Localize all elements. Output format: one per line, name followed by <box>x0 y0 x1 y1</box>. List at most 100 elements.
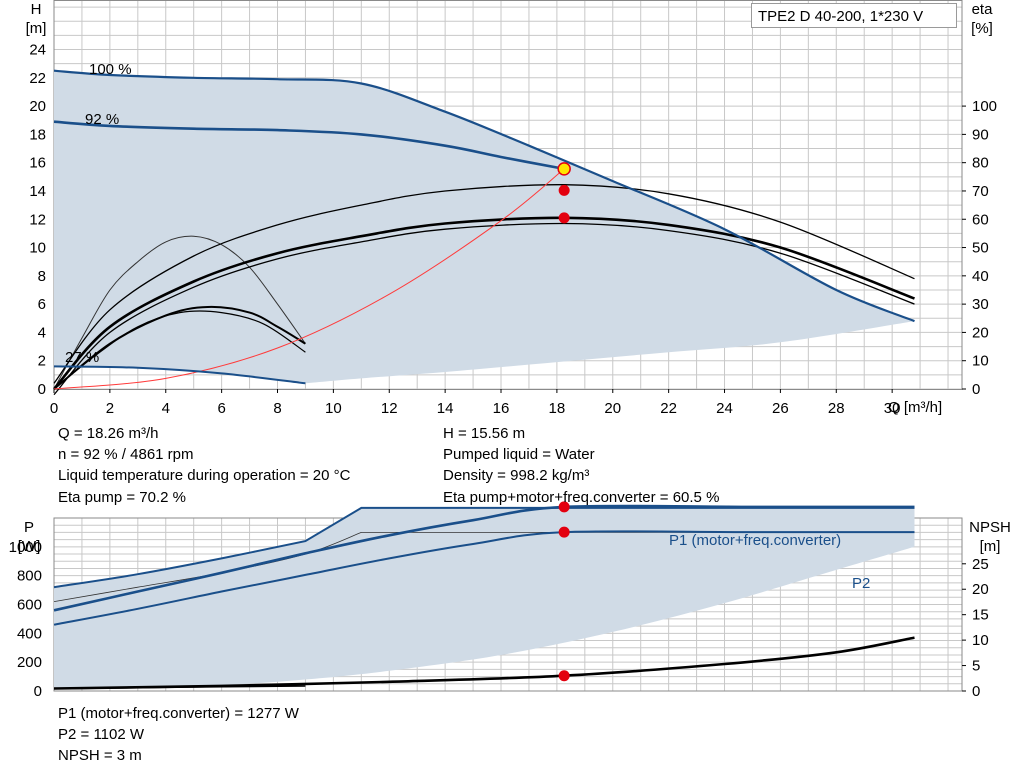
y-left-tick-label: 18 <box>29 126 46 143</box>
y-right-tick-label: 100 <box>972 98 997 115</box>
y-left-tick-label: 8 <box>38 268 46 285</box>
info-eta-pump: Eta pump = 70.2 % <box>58 489 186 506</box>
system-curve <box>53 168 565 390</box>
p2-curve <box>53 530 915 626</box>
x-tick-label: 30 <box>884 400 901 417</box>
p-symbol: P <box>23 519 34 536</box>
npsh-unit: [m] <box>979 538 1001 555</box>
series-label-p1: P1 (motor+freq.converter) <box>669 532 842 549</box>
top-chart-points <box>557 162 571 224</box>
info-speed: n = 92 % / 4861 rpm <box>58 446 194 463</box>
y-right-tick-label: 80 <box>972 155 989 172</box>
eta-pump-curve <box>53 184 915 384</box>
x-tick-label: 16 <box>493 400 510 417</box>
x-tick-label: 6 <box>217 400 225 417</box>
y-left-tick-label: 12 <box>29 211 46 228</box>
x-tick-label: 4 <box>162 400 170 417</box>
y-left-tick-label: 4 <box>38 324 46 341</box>
bottom-chart-curves <box>53 504 915 690</box>
info-p1: P1 (motor+freq.converter) = 1277 W <box>58 705 299 722</box>
x-tick-label: 24 <box>716 400 733 417</box>
y-left-unit: [m] <box>25 20 47 37</box>
curve-label-92: 92 % <box>85 111 120 128</box>
p-tick-label: 1000 <box>9 539 42 556</box>
x-tick-label: 8 <box>273 400 281 417</box>
y-right-tick-label: 60 <box>972 211 989 228</box>
x-tick-label: 20 <box>604 400 621 417</box>
eta-partial-curve <box>53 235 306 390</box>
npsh-tick-label: 25 <box>972 556 989 573</box>
curve-label-27: 27 % <box>65 349 100 366</box>
top-y-right-label: eta [%] <box>962 0 1002 38</box>
y-left-tick-label: 22 <box>29 70 46 87</box>
info-p2: P2 = 1102 W <box>58 726 145 743</box>
y-left-tick-label: 10 <box>29 240 46 257</box>
bottom-y-right-label: NPSH [m] <box>962 518 1018 556</box>
p-tick-label: 400 <box>17 625 42 642</box>
y-left-tick-label: 20 <box>29 98 46 115</box>
npsh-tick-label: 20 <box>972 581 989 598</box>
p-unit: [W] <box>17 538 41 555</box>
eta-pump-point <box>558 184 570 196</box>
info-h: H = 15.56 m <box>443 425 526 442</box>
p-tick-label: 600 <box>17 597 42 614</box>
x-tick-label: 18 <box>549 400 566 417</box>
series-label-p2: P2 <box>852 575 871 592</box>
x-tick-label: 22 <box>660 400 677 417</box>
x-tick-label: 14 <box>437 400 454 417</box>
top-chart-curves <box>53 69 915 396</box>
y-left-tick-label: 14 <box>29 183 46 200</box>
bottom-chart-points <box>558 501 570 682</box>
top-chart-ticks: 0 2 4 6 8 10 12 14 16 18 20 22 24 26 28 300246810121416… <box>29 42 997 417</box>
x-tick-label: 12 <box>381 400 398 417</box>
y-right-symbol: eta <box>971 1 993 18</box>
info-density: Density = 998.2 kg/m³ <box>443 467 590 484</box>
y-right-tick-label: 0 <box>972 381 980 398</box>
info-npsh: NPSH = 3 m <box>58 747 142 764</box>
h-curve-100 <box>53 69 915 323</box>
h-curve-27 <box>53 365 306 385</box>
x-tick-label: 2 <box>106 400 114 417</box>
h-curve-92 <box>53 120 565 171</box>
info-q: Q = 18.26 m³/h <box>58 425 159 442</box>
p-partial-curve <box>53 685 306 690</box>
y-right-tick-label: 40 <box>972 268 989 285</box>
p-tick-label: 800 <box>17 568 42 585</box>
y-right-tick-label: 50 <box>972 240 989 257</box>
info-pumped-liquid: Pumped liquid = Water <box>443 446 595 463</box>
npsh-tick-label: 0 <box>972 683 980 700</box>
eta-total-curve-secondary <box>53 222 915 396</box>
x-tick-label: 26 <box>772 400 789 417</box>
operating-envelope <box>54 70 915 384</box>
bottom-y-left-label: P [W] <box>12 518 46 556</box>
p-tick-label: 0 <box>34 683 42 700</box>
npsh-curve <box>53 636 915 690</box>
p1-point <box>558 501 570 513</box>
y-right-tick-label: 10 <box>972 353 989 370</box>
curve-label-100: 100 % <box>89 61 132 78</box>
power-envelope <box>54 507 915 690</box>
eta-partial-curve <box>53 305 306 390</box>
p-tick-label: 200 <box>17 654 42 671</box>
y-right-unit: [%] <box>971 20 993 37</box>
top-y-left-label: H [m] <box>18 0 54 38</box>
x-tick-label: 28 <box>828 400 845 417</box>
npsh-symbol: NPSH <box>969 519 1011 536</box>
info-eta-total: Eta pump+motor+freq.converter = 60.5 % <box>443 489 720 506</box>
y-right-tick-label: 20 <box>972 324 989 341</box>
x-tick-label: 10 <box>325 400 342 417</box>
duty-point <box>557 162 571 176</box>
y-left-tick-label: 6 <box>38 296 46 313</box>
npsh-tick-label: 15 <box>972 607 989 624</box>
y-left-tick-label: 24 <box>29 42 46 59</box>
y-right-tick-label: 30 <box>972 296 989 313</box>
x-tick-label: 0 <box>50 400 58 417</box>
y-left-symbol: H <box>30 1 42 18</box>
y-left-tick-label: 0 <box>38 381 46 398</box>
eta-total-point <box>558 212 570 224</box>
pump-model-label: TPE2 D 40-200, 1*230 V <box>751 3 957 28</box>
p1-curve <box>53 504 915 612</box>
top-chart-envelope <box>54 70 915 384</box>
info-liquid-temp: Liquid temperature during operation = 20… <box>58 467 351 484</box>
